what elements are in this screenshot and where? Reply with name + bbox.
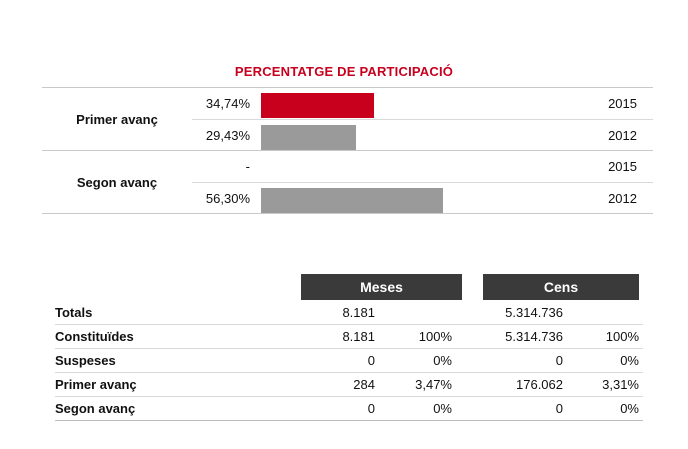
meses-percent: 0% [433,401,452,416]
participation-group-primer: Primer avanç 34,74% 2015 29,43% 2012 [42,87,653,150]
cens-value: 0 [555,401,563,416]
participation-row: 56,30% 2012 [192,182,653,214]
meses-value: 8.181 [342,305,375,320]
participation-bar [261,188,444,213]
cens-percent: 100% [605,329,639,344]
cens-value: 176.062 [516,377,563,392]
participation-row: - 2015 [192,151,653,182]
participation-percent: 29,43% [205,128,250,143]
participation-year: 2012 [608,128,637,143]
participation-percent: 34,74% [205,96,250,111]
meses-value: 8.181 [342,329,375,344]
table-row: Totals 8.181 5.314.736 [55,301,643,325]
meses-percent: 0% [433,353,452,368]
row-label: Totals [55,305,93,320]
group-label: Segon avanç [76,174,158,190]
participation-percent: - [245,159,250,174]
meses-percent: 3,47% [415,377,452,392]
meses-percent: 100% [418,329,452,344]
table-row: Suspeses 0 0% 0 0% [55,349,643,373]
cens-value: 5.314.736 [505,329,563,344]
table-row: Primer avanç 284 3,47% 176.062 3,31% [55,373,643,397]
participation-title: PERCENTATGE DE PARTICIPACIÓ [234,64,454,79]
row-label: Segon avanç [55,401,136,416]
cens-percent: 0% [620,353,639,368]
cens-header: Cens [483,274,639,300]
stats-table: Totals 8.181 5.314.736 Constituïdes 8.18… [55,301,643,421]
row-label: Suspeses [55,353,116,368]
participation-bar [261,93,374,118]
cens-value: 5.314.736 [505,305,563,320]
cens-percent: 0% [620,401,639,416]
group-label: Primer avanç [76,111,158,127]
cens-percent: 3,31% [602,377,639,392]
meses-value: 284 [353,377,375,392]
meses-value: 0 [367,353,375,368]
participation-row: 29,43% 2012 [192,119,653,151]
participation-row: 34,74% 2015 [192,88,653,119]
participation-group-segon: Segon avanç - 2015 56,30% 2012 [42,150,653,214]
participation-year: 2015 [608,159,637,174]
meses-header: Meses [301,274,462,300]
participation-year: 2012 [608,191,637,206]
participation-year: 2015 [608,96,637,111]
participation-bar [261,125,357,150]
table-row: Segon avanç 0 0% 0 0% [55,397,643,421]
cens-value: 0 [555,353,563,368]
table-row: Constituïdes 8.181 100% 5.314.736 100% [55,325,643,349]
participation-table: Primer avanç 34,74% 2015 29,43% 2012 Seg… [42,87,653,214]
meses-value: 0 [367,401,375,416]
row-label: Constituïdes [55,329,134,344]
row-label: Primer avanç [55,377,137,392]
participation-percent: 56,30% [205,191,250,206]
